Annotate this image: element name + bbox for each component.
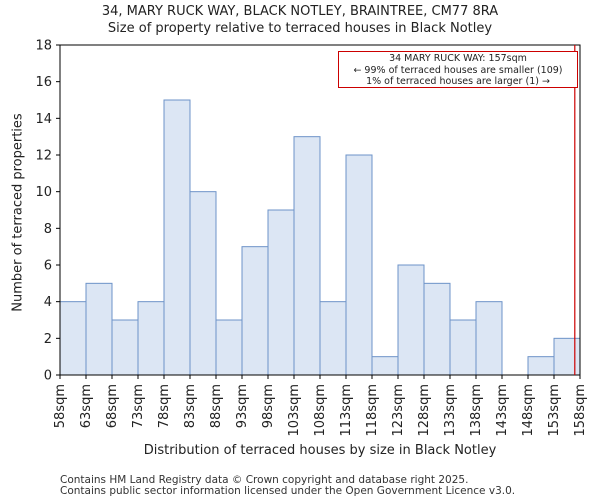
x-tick-label-73sqm: 73sqm (131, 384, 146, 428)
histogram-bar-58sqm (59, 301, 87, 376)
x-tick-label-58sqm: 58sqm (53, 384, 68, 428)
x-axis-label: Distribution of terraced houses by size … (143, 443, 497, 458)
y-tick-label-16: 16 (35, 75, 52, 90)
histogram-bar-123sqm (397, 264, 425, 376)
histogram-bar-118sqm (371, 356, 399, 376)
y-tick-label-4: 4 (44, 295, 52, 310)
y-tick-label-2: 2 (44, 332, 52, 347)
histogram-bar-63sqm (85, 282, 113, 376)
x-tick-label-113sqm: 113sqm (339, 384, 354, 437)
y-tick-label-8: 8 (44, 222, 52, 237)
x-tick-label-143sqm: 143sqm (495, 384, 510, 437)
histogram-bar-153sqm (553, 337, 581, 376)
x-tick-label-123sqm: 123sqm (391, 384, 406, 437)
x-tick-label-108sqm: 108sqm (313, 384, 328, 437)
histogram-bar-73sqm (137, 301, 165, 376)
x-tick-label-128sqm: 128sqm (417, 384, 432, 437)
x-tick-label-138sqm: 138sqm (469, 384, 484, 437)
x-tick-label-63sqm: 63sqm (79, 384, 94, 428)
histogram-bar-108sqm (319, 301, 347, 376)
y-axis-label: Number of terraced properties (10, 113, 26, 312)
x-tick-label-98sqm: 98sqm (261, 384, 276, 428)
y-tick-label-14: 14 (35, 112, 52, 127)
y-tick-label-0: 0 (44, 369, 52, 384)
histogram-bar-98sqm (267, 209, 295, 376)
x-tick-label-68sqm: 68sqm (105, 384, 120, 428)
y-tick-label-12: 12 (35, 149, 52, 164)
y-tick-label-10: 10 (35, 185, 52, 200)
footer-line1: Contains HM Land Registry data © Crown c… (60, 474, 469, 486)
histogram-bar-133sqm (449, 319, 477, 376)
chart-title-line1: 34, MARY RUCK WAY, BLACK NOTLEY, BRAINTR… (101, 4, 499, 19)
histogram-bar-78sqm (163, 99, 191, 376)
annotation-line2: ← 99% of terraced houses are smaller (10… (353, 64, 563, 76)
property-annotation-box: 34 MARY RUCK WAY: 157sqm ← 99% of terrac… (338, 51, 578, 88)
x-tick-label-103sqm: 103sqm (287, 384, 302, 437)
histogram-bar-148sqm (527, 356, 555, 376)
x-tick-label-158sqm: 158sqm (573, 384, 588, 437)
histogram-bar-68sqm (111, 319, 139, 376)
histogram-bar-113sqm (345, 154, 373, 376)
histogram-bar-138sqm (475, 301, 503, 376)
x-tick-label-93sqm: 93sqm (235, 384, 250, 428)
histogram-bar-128sqm (423, 282, 451, 376)
x-tick-label-83sqm: 83sqm (183, 384, 198, 428)
annotation-line3: 1% of terraced houses are larger (1) → (366, 76, 550, 87)
annotation-line1: 34 MARY RUCK WAY: 157sqm (389, 53, 527, 64)
footer-line2: Contains public sector information licen… (60, 485, 516, 497)
histogram-bar-83sqm (189, 191, 217, 376)
chart-title-line2: Size of property relative to terraced ho… (107, 21, 493, 36)
x-tick-label-88sqm: 88sqm (209, 384, 224, 428)
y-tick-label-6: 6 (44, 259, 52, 274)
y-tick-label-18: 18 (35, 39, 52, 54)
histogram-bar-88sqm (215, 319, 243, 376)
x-tick-label-153sqm: 153sqm (547, 384, 562, 437)
x-tick-label-133sqm: 133sqm (443, 384, 458, 437)
histogram-bar-93sqm (241, 246, 269, 376)
x-tick-label-78sqm: 78sqm (157, 384, 172, 428)
histogram-bar-103sqm (293, 136, 321, 376)
x-tick-label-118sqm: 118sqm (365, 384, 380, 437)
x-tick-label-148sqm: 148sqm (521, 384, 536, 437)
